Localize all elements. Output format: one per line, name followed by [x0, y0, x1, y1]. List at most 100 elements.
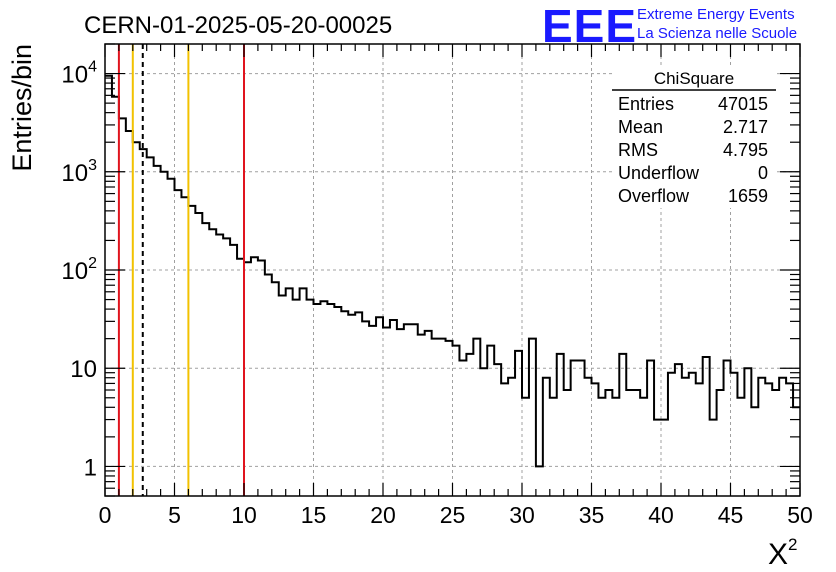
histogram-bin — [126, 131, 133, 496]
histogram-bin — [515, 351, 522, 496]
histogram-bin — [508, 378, 515, 496]
histogram-bin — [348, 315, 355, 496]
x-tick-label: 20 — [370, 502, 396, 528]
y-axis-label: Entries/bin — [7, 44, 37, 172]
stats-label: Mean — [618, 117, 663, 137]
histogram-bin — [112, 97, 119, 496]
histogram-bin — [279, 296, 286, 496]
histogram-bin — [550, 398, 557, 496]
histogram-bin — [703, 357, 710, 496]
x-tick-label: 35 — [579, 502, 605, 528]
histogram-bin — [425, 331, 432, 496]
histogram-bin — [731, 373, 738, 496]
x-tick-label: 45 — [718, 502, 744, 528]
histogram-bin — [501, 383, 508, 496]
histogram-bin — [647, 360, 654, 496]
histogram-bin — [133, 142, 140, 496]
histogram-bin — [230, 245, 237, 496]
histogram-bin — [272, 282, 279, 496]
project-name-line1: Extreme Energy Events — [637, 6, 795, 23]
histogram-bin — [675, 364, 682, 496]
stats-label: Entries — [618, 94, 674, 114]
histogram-bin — [661, 420, 668, 496]
histogram-bin — [286, 288, 293, 496]
histogram-bin — [119, 118, 126, 496]
histogram-bin — [258, 260, 265, 496]
histogram-bin — [175, 190, 182, 496]
histogram-bin — [598, 398, 605, 496]
histogram-bin — [327, 304, 334, 496]
histogram-bin — [390, 320, 397, 496]
y-tick-label: 103 — [61, 157, 97, 187]
histogram-bin — [341, 311, 348, 496]
histogram-bin — [619, 354, 626, 496]
histogram-bin — [640, 398, 647, 496]
histogram-bin — [418, 335, 425, 496]
histogram-bin — [223, 238, 230, 496]
histogram-bin — [439, 339, 446, 496]
stats-value: 1659 — [728, 186, 768, 206]
histogram-bin — [300, 288, 307, 496]
histogram-bin — [578, 360, 585, 496]
histogram-bin — [397, 329, 404, 496]
histogram-bin — [724, 360, 731, 496]
chart-title: CERN-01-2025-05-20-00025 — [84, 12, 392, 39]
histogram-bin — [564, 390, 571, 496]
histogram-bin — [244, 262, 251, 496]
histogram-bin — [161, 172, 168, 496]
histogram-bin — [529, 339, 536, 496]
axes — [104, 43, 801, 497]
y-tick-label: 10 — [70, 356, 97, 383]
histogram-bin — [480, 368, 487, 496]
histogram-bin — [362, 321, 369, 496]
x-tick-labels: 0 5 10 15 20 25 30 35 40 45 50 — [99, 502, 813, 528]
histogram-bin — [682, 378, 689, 496]
y-tick-label: 104 — [61, 59, 97, 89]
histogram-bin — [195, 213, 202, 496]
histogram-bin — [696, 383, 703, 496]
histogram-bin — [626, 390, 633, 496]
stats-box-rows: Entries 47015 Mean 2.717 RMS 4.795 Underflow 0 O… — [618, 94, 768, 206]
grid-lines — [105, 44, 800, 496]
y-tick-label: 102 — [61, 255, 97, 285]
histogram-bin — [751, 407, 758, 496]
histogram-bin — [147, 157, 154, 496]
stats-value: 2.717 — [723, 117, 768, 137]
histogram-bin — [571, 360, 578, 496]
histogram-bin — [710, 420, 717, 496]
histogram-bin — [779, 378, 786, 496]
histogram-bin — [251, 257, 258, 496]
histogram-series — [105, 74, 800, 496]
histogram-bin — [334, 307, 341, 496]
histogram-bin — [717, 390, 724, 496]
histogram-bin — [314, 304, 321, 496]
histogram-bin — [411, 324, 418, 496]
y-tick-label: 1 — [84, 454, 97, 481]
stats-value: 4.795 — [723, 140, 768, 160]
histogram-bin — [522, 398, 529, 496]
histogram-bin — [216, 234, 223, 496]
histogram-bin — [758, 378, 765, 496]
stats-label: RMS — [618, 140, 658, 160]
histogram-bin — [383, 327, 390, 496]
stats-box-title: ChiSquare — [654, 69, 734, 88]
histogram-bin — [543, 378, 550, 496]
histogram-bin — [202, 223, 209, 496]
histogram-bin — [605, 390, 612, 496]
histogram-bin — [404, 324, 411, 496]
x-tick-label: 40 — [648, 502, 674, 528]
histogram-bin — [654, 420, 661, 496]
histogram-bin — [592, 383, 599, 496]
histogram-bin — [168, 179, 175, 496]
x-tick-label: 30 — [509, 502, 535, 528]
histogram-line — [105, 74, 800, 468]
stats-value: 47015 — [718, 94, 768, 114]
histogram-bin — [557, 354, 564, 496]
histogram-bin — [494, 364, 501, 496]
histogram-bin — [633, 390, 640, 496]
histogram-bin — [181, 197, 188, 496]
histogram-bin — [154, 166, 161, 496]
x-tick-label: 10 — [231, 502, 257, 528]
y-tick-labels: 1 10 102 103 104 — [61, 59, 97, 482]
